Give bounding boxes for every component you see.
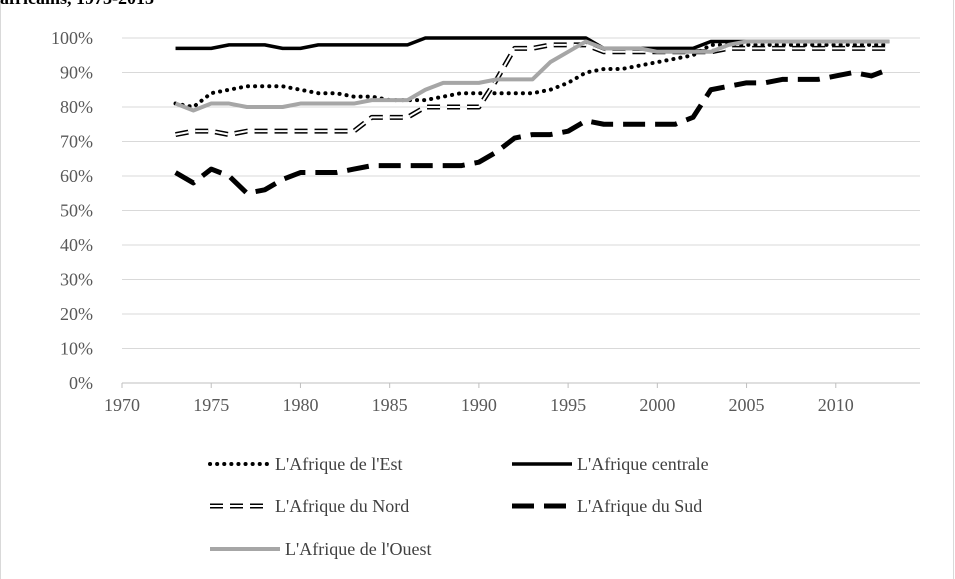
y-tick-label: 10% bbox=[60, 339, 93, 359]
x-tick-label: 1970 bbox=[104, 395, 140, 415]
x-tick-label: 1975 bbox=[193, 395, 229, 415]
legend-label: L'Afrique de l'Ouest bbox=[285, 539, 431, 559]
y-tick-label: 40% bbox=[60, 235, 93, 255]
series-line bbox=[174, 39, 890, 113]
x-tick-label: 2000 bbox=[639, 395, 675, 415]
chart-title: africains, 1973-2013 bbox=[0, 0, 154, 8]
y-tick-label: 80% bbox=[60, 97, 93, 117]
y-tick-label: 90% bbox=[60, 63, 93, 83]
y-tick-label: 30% bbox=[60, 270, 93, 290]
y-tick-label: 100% bbox=[51, 28, 93, 48]
x-tick-label: 1995 bbox=[550, 395, 586, 415]
series-line bbox=[173, 42, 892, 109]
y-tick-label: 60% bbox=[60, 166, 93, 186]
legend-label: L'Afrique du Sud bbox=[577, 496, 702, 516]
x-tick-label: 1990 bbox=[461, 395, 497, 415]
x-tick-label: 1980 bbox=[282, 395, 318, 415]
x-tick-label: 2005 bbox=[729, 395, 765, 415]
series-line bbox=[175, 42, 890, 138]
x-tick-label: 2010 bbox=[818, 395, 854, 415]
legend-label: L'Afrique de l'Est bbox=[275, 454, 402, 474]
y-tick-label: 50% bbox=[60, 201, 93, 221]
series-line-inner bbox=[175, 43, 890, 136]
legend-label: L'Afrique du Nord bbox=[275, 496, 409, 516]
x-tick-label: 1985 bbox=[372, 395, 408, 415]
series-line bbox=[174, 66, 891, 196]
legend-label: L'Afrique centrale bbox=[577, 454, 709, 474]
y-tick-label: 20% bbox=[60, 304, 93, 324]
y-tick-label: 70% bbox=[60, 132, 93, 152]
y-tick-label: 0% bbox=[69, 373, 93, 393]
